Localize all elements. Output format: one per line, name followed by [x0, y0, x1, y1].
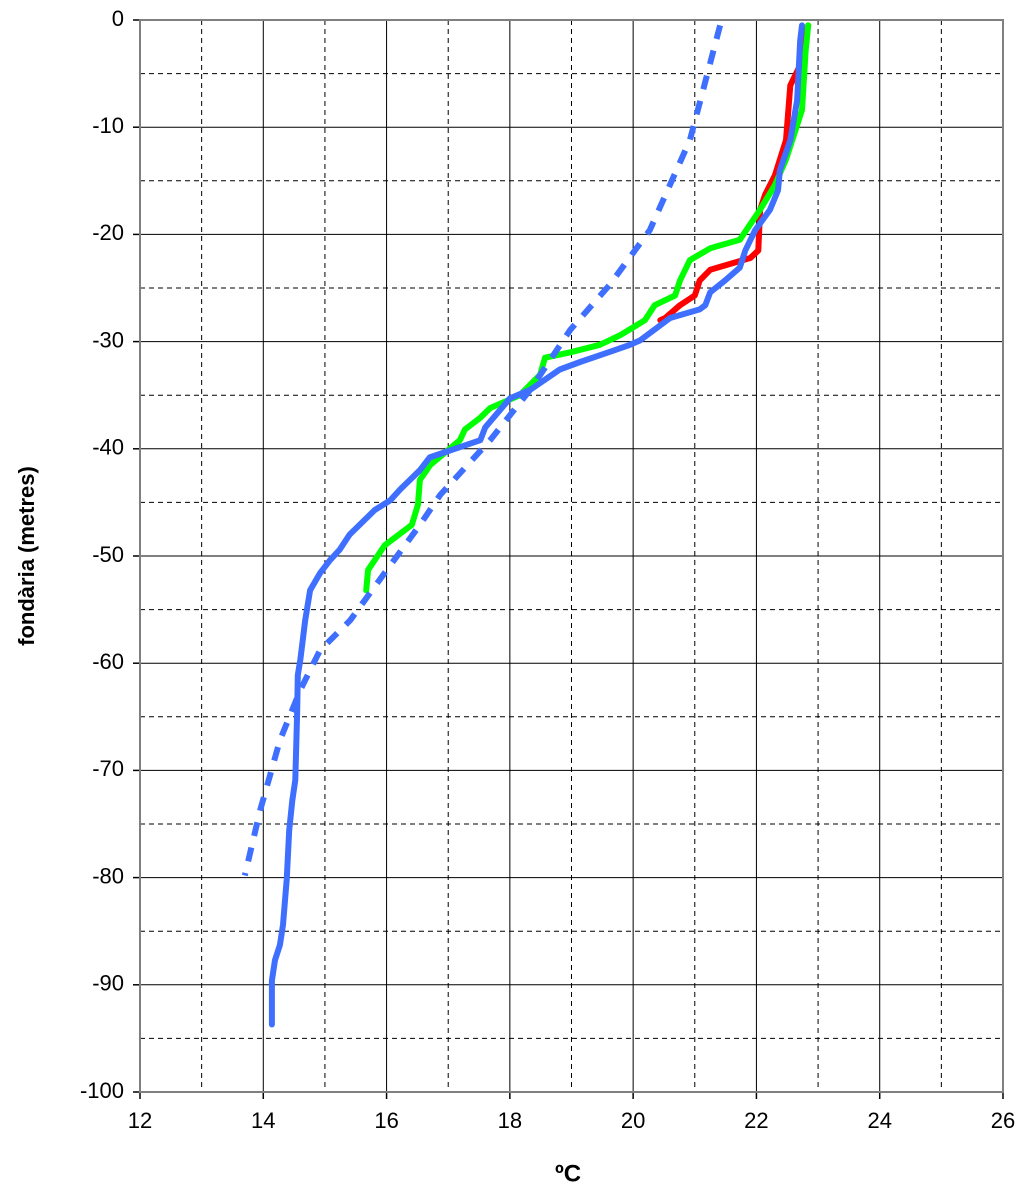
y-tick-label: -30 — [92, 327, 124, 352]
y-tick-label: -20 — [92, 220, 124, 245]
y-tick-label: -90 — [92, 971, 124, 996]
x-tick-label: 18 — [498, 1108, 522, 1133]
series-line — [268, 22, 805, 1028]
x-tick-label: 20 — [621, 1108, 645, 1133]
y-tick-label: -70 — [92, 756, 124, 781]
y-tick-label: -50 — [92, 542, 124, 567]
y-axis-title: fondària (metres) — [14, 466, 39, 646]
y-tick-label: -60 — [92, 649, 124, 674]
plot-frame — [139, 19, 1004, 1093]
x-tick-label: 26 — [991, 1108, 1015, 1133]
series-line — [363, 22, 812, 594]
x-tick-label: 16 — [374, 1108, 398, 1133]
y-tick-label: -10 — [92, 113, 124, 138]
x-axis-title: ºC — [555, 1160, 581, 1187]
series-line — [657, 22, 812, 324]
y-tick-label: -100 — [80, 1078, 124, 1103]
y-tick-label: -40 — [92, 435, 124, 460]
y-tick-label: 0 — [112, 6, 124, 31]
x-tick-label: 14 — [251, 1108, 275, 1133]
x-tick-label: 12 — [128, 1108, 152, 1133]
x-tick-label: 24 — [867, 1108, 891, 1133]
y-tick-label: -80 — [92, 863, 124, 888]
x-tick-label: 22 — [744, 1108, 768, 1133]
series-line — [241, 24, 724, 877]
